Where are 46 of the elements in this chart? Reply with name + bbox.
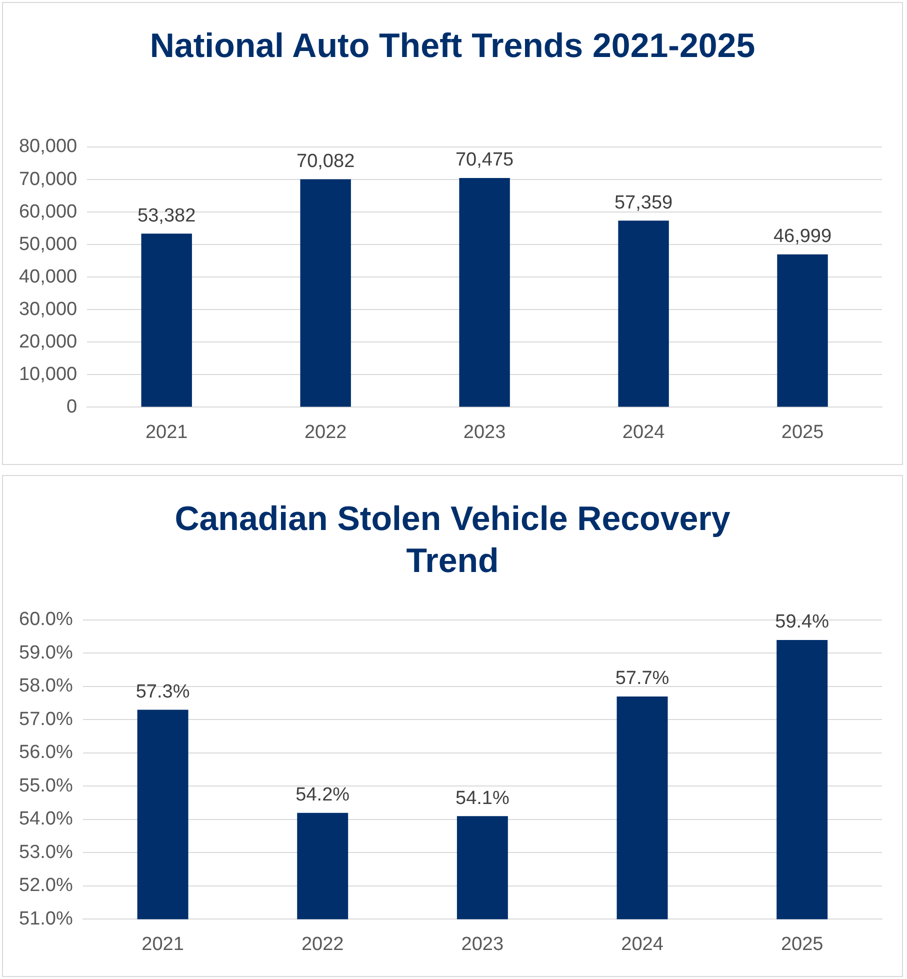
y-tick-label: 57.0% [19, 708, 73, 730]
y-tick-label: 59.0% [19, 642, 73, 664]
bar [777, 254, 828, 407]
x-tick-label: 2025 [781, 422, 824, 443]
y-tick-label: 51.0% [19, 908, 73, 930]
x-tick-label: 2023 [463, 422, 506, 443]
x-tick-label: 2024 [622, 422, 666, 443]
x-tick-label: 2021 [145, 422, 188, 443]
y-tick-label: 56.0% [19, 742, 73, 764]
y-tick-label: 50,000 [18, 234, 78, 255]
y-tick-label: 58.0% [19, 676, 73, 697]
y-tick-label: 55.0% [19, 775, 73, 796]
data-label: 57,359 [614, 192, 673, 214]
data-label: 46,999 [773, 226, 832, 248]
x-tick-label: 2025 [780, 934, 824, 955]
x-tick-label: 2022 [304, 422, 347, 443]
y-tick-label: 80,000 [18, 136, 78, 158]
x-tick-label: 2021 [142, 934, 184, 955]
bar [300, 179, 351, 407]
chart-title: Canadian Stolen Vehicle Recovery Trend [174, 499, 732, 582]
y-tick-label: 52.0% [19, 875, 73, 896]
y-tick-label: 60.0% [19, 609, 73, 630]
x-tick-label: 2023 [461, 934, 504, 955]
y-tick-label: 20,000 [18, 331, 78, 352]
bar [618, 220, 669, 407]
data-label: 54.2% [296, 784, 350, 806]
bar [141, 234, 192, 407]
x-tick-label: 2024 [621, 934, 664, 955]
data-label: 59.4% [775, 612, 830, 633]
data-label: 54.1% [456, 788, 510, 809]
bar [459, 178, 510, 407]
x-tick-label: 2022 [301, 934, 344, 955]
y-tick-label: 60,000 [18, 201, 78, 222]
data-label: 70,475 [455, 150, 514, 171]
data-label: 57.3% [136, 681, 190, 702]
y-tick-label: 30,000 [18, 298, 78, 320]
y-tick-label: 0 [66, 396, 78, 418]
y-tick-label: 54.0% [19, 808, 73, 830]
y-tick-label: 53.0% [19, 842, 73, 863]
data-label: 57.7% [615, 668, 670, 690]
y-tick-label: 10,000 [18, 364, 78, 385]
data-label: 70,082 [296, 150, 355, 172]
chart-title: National Auto Theft Trends 2021-2025 [148, 26, 756, 67]
y-tick-label: 40,000 [18, 266, 78, 288]
y-tick-label: 70,000 [18, 168, 78, 190]
data-label: 53,382 [138, 205, 196, 226]
